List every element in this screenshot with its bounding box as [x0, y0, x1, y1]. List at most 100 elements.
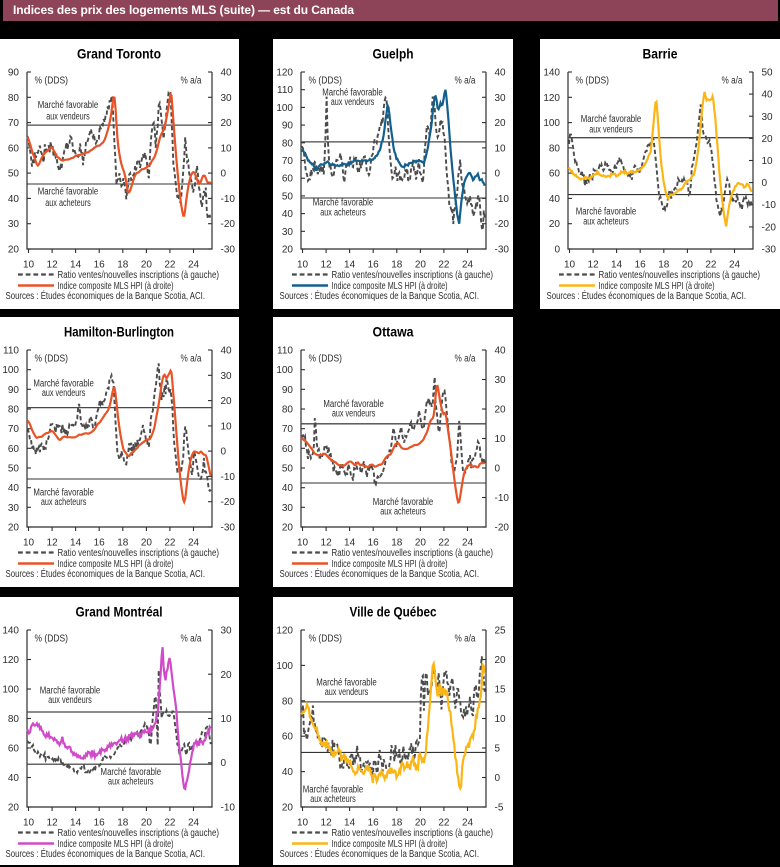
svg-text:18: 18	[391, 538, 403, 549]
svg-text:22: 22	[438, 818, 450, 829]
svg-text:16: 16	[94, 818, 106, 829]
svg-text:20: 20	[141, 260, 153, 271]
svg-text:30: 30	[221, 93, 233, 104]
svg-text:18: 18	[391, 818, 403, 829]
svg-text:aux acheteurs: aux acheteurs	[45, 198, 91, 209]
svg-text:% (DDS): % (DDS)	[309, 634, 343, 645]
svg-text:-10: -10	[221, 194, 236, 205]
svg-text:60: 60	[8, 143, 20, 154]
svg-text:Indice composite MLS HPI (à dr: Indice composite MLS HPI (à droite)	[58, 839, 174, 850]
svg-text:30: 30	[221, 371, 233, 382]
svg-text:24: 24	[729, 260, 741, 271]
svg-text:Marché favorable: Marché favorable	[33, 378, 94, 389]
svg-text:aux acheteurs: aux acheteurs	[380, 507, 426, 518]
svg-text:12: 12	[47, 818, 59, 829]
svg-text:-30: -30	[221, 245, 236, 256]
svg-text:Marché favorable: Marché favorable	[316, 678, 377, 689]
svg-text:24: 24	[462, 260, 474, 271]
svg-text:100: 100	[543, 118, 560, 129]
svg-text:0: 0	[495, 773, 501, 784]
svg-text:50: 50	[8, 464, 20, 475]
svg-text:-30: -30	[221, 523, 236, 534]
svg-text:30: 30	[282, 503, 294, 514]
svg-text:14: 14	[344, 818, 356, 829]
svg-text:30: 30	[8, 219, 20, 230]
svg-text:aux vendeurs: aux vendeurs	[331, 97, 375, 108]
svg-text:% a/a: % a/a	[455, 76, 476, 87]
svg-text:20: 20	[282, 523, 294, 534]
svg-text:% a/a: % a/a	[455, 354, 476, 365]
svg-text:24: 24	[188, 260, 200, 271]
svg-text:Marché favorable: Marché favorable	[38, 186, 99, 197]
svg-text:% a/a: % a/a	[722, 76, 743, 87]
svg-text:30: 30	[8, 503, 20, 514]
svg-text:20: 20	[762, 134, 774, 145]
svg-text:80: 80	[8, 714, 20, 725]
svg-text:14: 14	[344, 538, 356, 549]
svg-text:% a/a: % a/a	[455, 634, 476, 645]
svg-text:40: 40	[282, 483, 294, 494]
svg-text:aux vendeurs: aux vendeurs	[332, 409, 376, 420]
svg-text:20: 20	[221, 396, 233, 407]
svg-text:10: 10	[23, 818, 35, 829]
svg-text:0: 0	[495, 169, 501, 180]
svg-text:140: 140	[543, 68, 560, 79]
svg-text:aux acheteurs: aux acheteurs	[320, 207, 366, 218]
svg-text:18: 18	[117, 818, 129, 829]
svg-text:30: 30	[221, 626, 233, 637]
svg-text:Sources : Études économiques d: Sources : Études économiques de la Banqu…	[6, 567, 206, 580]
svg-text:20: 20	[549, 219, 561, 230]
svg-text:100: 100	[276, 365, 293, 376]
svg-text:Indice composite MLS HPI (à dr: Indice composite MLS HPI (à droite)	[332, 559, 448, 570]
svg-text:18: 18	[117, 260, 129, 271]
svg-text:20: 20	[415, 260, 427, 271]
svg-text:% a/a: % a/a	[181, 634, 202, 645]
svg-text:Guelph: Guelph	[373, 47, 414, 62]
svg-text:70: 70	[282, 156, 294, 167]
svg-text:-20: -20	[221, 497, 236, 508]
svg-text:90: 90	[8, 385, 20, 396]
svg-text:10: 10	[221, 421, 233, 432]
svg-text:120: 120	[276, 626, 293, 637]
svg-text:12: 12	[321, 260, 333, 271]
svg-text:Ville de Québec: Ville de Québec	[350, 605, 437, 620]
svg-text:Ratio ventes/nouvelles inscrip: Ratio ventes/nouvelles inscriptions (à g…	[58, 270, 220, 281]
svg-text:40: 40	[282, 209, 294, 220]
svg-text:Marché favorable: Marché favorable	[101, 767, 162, 778]
svg-text:22: 22	[164, 538, 176, 549]
svg-text:20: 20	[415, 538, 427, 549]
svg-text:16: 16	[635, 260, 647, 271]
svg-text:40: 40	[8, 773, 20, 784]
svg-text:40: 40	[282, 767, 294, 778]
svg-text:aux vendeurs: aux vendeurs	[325, 687, 369, 698]
svg-text:40: 40	[221, 68, 233, 79]
svg-text:-5: -5	[495, 803, 504, 814]
svg-text:0: 0	[221, 447, 227, 458]
svg-text:24: 24	[188, 538, 200, 549]
svg-text:10: 10	[495, 143, 507, 154]
svg-text:Marché favorable: Marché favorable	[38, 100, 99, 111]
svg-text:18: 18	[117, 538, 129, 549]
svg-text:14: 14	[70, 538, 82, 549]
svg-text:Ratio ventes/nouvelles inscrip: Ratio ventes/nouvelles inscriptions (à g…	[332, 548, 494, 559]
svg-text:20: 20	[8, 803, 20, 814]
svg-text:80: 80	[282, 138, 294, 149]
svg-text:16: 16	[94, 538, 106, 549]
svg-text:aux vendeurs: aux vendeurs	[589, 125, 633, 136]
svg-text:12: 12	[47, 260, 59, 271]
svg-text:20: 20	[221, 670, 233, 681]
svg-text:Sources : Études économiques d: Sources : Études économiques de la Banqu…	[280, 289, 480, 302]
svg-text:80: 80	[8, 93, 20, 104]
svg-text:Hamilton-Burlington: Hamilton-Burlington	[64, 325, 174, 340]
svg-text:Grand Montréal: Grand Montréal	[76, 605, 163, 620]
svg-text:110: 110	[3, 346, 19, 357]
svg-text:-20: -20	[495, 523, 510, 534]
svg-text:Indice composite MLS HPI (à dr: Indice composite MLS HPI (à droite)	[58, 559, 174, 570]
svg-text:40: 40	[549, 194, 561, 205]
svg-text:90: 90	[282, 121, 294, 132]
svg-text:70: 70	[8, 424, 20, 435]
svg-text:Ratio ventes/nouvelles inscrip: Ratio ventes/nouvelles inscriptions (à g…	[599, 270, 761, 281]
svg-text:110: 110	[277, 346, 293, 357]
svg-text:% (DDS): % (DDS)	[309, 76, 343, 87]
svg-text:22: 22	[164, 260, 176, 271]
